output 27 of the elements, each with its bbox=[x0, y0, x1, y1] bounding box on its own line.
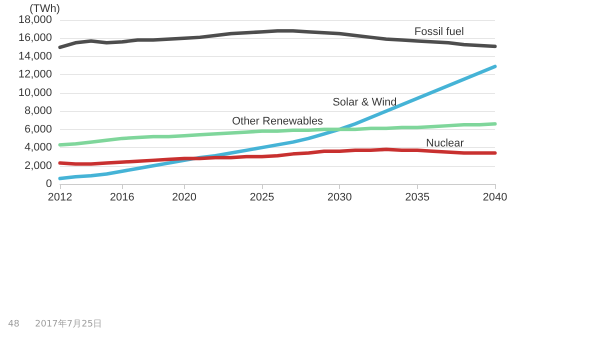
y-tick-label: 14,000 bbox=[18, 50, 52, 62]
x-tick-label: 2012 bbox=[48, 192, 72, 204]
text: 48 bbox=[8, 320, 20, 330]
y-axis-title: (TWh) bbox=[29, 3, 60, 16]
x-tick-label: 2035 bbox=[405, 192, 430, 204]
y-tick-label: 4,000 bbox=[24, 142, 52, 154]
line-series bbox=[58, 148, 497, 166]
series-label: Nuclear bbox=[426, 138, 464, 150]
y-tick-label: 12,000 bbox=[18, 68, 52, 81]
x-tick-label: 2040 bbox=[482, 192, 508, 204]
series-label: Fossil fuel bbox=[414, 26, 464, 38]
text: 2017年7月25日 bbox=[35, 318, 102, 330]
x-tick-label: 2025 bbox=[250, 192, 274, 204]
y-tick-label: 6,000 bbox=[24, 123, 52, 136]
x-tick-label: 2030 bbox=[327, 192, 352, 204]
y-tick-label: 10,000 bbox=[18, 86, 52, 99]
y-tick-label: 18,000 bbox=[18, 14, 52, 26]
line-series bbox=[58, 64, 497, 180]
series-label: Solar & Wind bbox=[332, 96, 397, 109]
series-label: Other Renewables bbox=[232, 116, 324, 128]
x-tick-label: 2016 bbox=[110, 192, 134, 204]
y-tick-label: 8,000 bbox=[24, 105, 52, 118]
line-series bbox=[58, 29, 497, 50]
y-tick-label: 0 bbox=[46, 178, 52, 190]
y-tick-label: 16,000 bbox=[18, 32, 52, 44]
x-tick-label: 2020 bbox=[172, 192, 197, 204]
y-tick-label: 2,000 bbox=[24, 160, 52, 172]
